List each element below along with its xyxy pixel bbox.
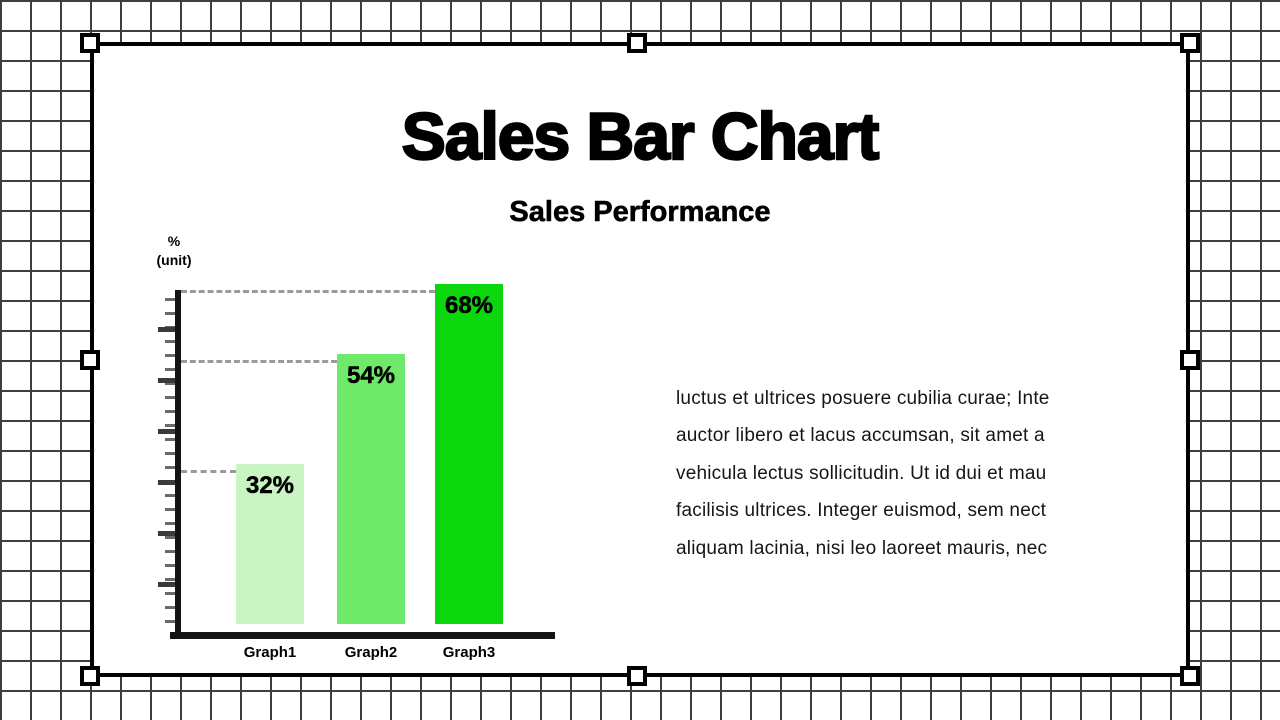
selection-handle-mid-right[interactable]: [1180, 350, 1200, 370]
y-axis-major-ticks: [158, 327, 175, 627]
selection-handle-bottom-left[interactable]: [80, 666, 100, 686]
x-axis-label-graph2: Graph2: [344, 644, 398, 661]
selection-handle-mid-left[interactable]: [80, 350, 100, 370]
body-line: auctor libero et lacus accumsan, sit ame…: [676, 425, 1045, 447]
slide-subtitle[interactable]: Sales Performance: [509, 196, 771, 229]
guide-line-3: [181, 290, 435, 293]
y-axis-line: [175, 290, 181, 636]
guide-line-1: [181, 470, 236, 473]
y-axis-unit-text: (unit): [156, 252, 192, 268]
body-text[interactable]: luctus et ultrices posuere cubilia curae…: [676, 380, 1078, 567]
bar-value-label: 68%: [444, 292, 494, 320]
selection-handle-top-center[interactable]: [627, 33, 647, 53]
y-axis-unit-label: % (unit): [138, 232, 210, 270]
slide[interactable]: Sales Bar Chart Sales Performance % (uni…: [90, 42, 1190, 677]
body-line: aliquam lacinia, nisi leo laoreet mauris…: [676, 537, 1048, 559]
bar-value-label: 32%: [245, 472, 295, 500]
bar-graph2[interactable]: 54%: [337, 354, 405, 624]
y-axis-unit-percent: %: [167, 233, 181, 249]
x-axis-label-graph3: Graph3: [442, 644, 496, 661]
body-line: luctus et ultrices posuere cubilia curae…: [676, 388, 1050, 409]
selection-handle-bottom-center[interactable]: [627, 666, 647, 686]
bar-graph3[interactable]: 68%: [435, 284, 503, 624]
slide-title[interactable]: Sales Bar Chart: [401, 98, 881, 174]
selection-handle-top-right[interactable]: [1180, 33, 1200, 53]
selection-handle-top-left[interactable]: [80, 33, 100, 53]
bar-value-label: 54%: [346, 362, 396, 390]
x-axis-label-graph1: Graph1: [243, 644, 297, 661]
guide-line-2: [181, 360, 337, 363]
selection-handle-bottom-right[interactable]: [1180, 666, 1200, 686]
x-axis-line: [170, 632, 555, 639]
body-line: facilisis ultrices. Integer euismod, sem…: [676, 500, 1047, 522]
body-line: vehicula lectus sollicitudin. Ut id dui …: [676, 462, 1047, 484]
bar-graph1[interactable]: 32%: [236, 464, 304, 624]
